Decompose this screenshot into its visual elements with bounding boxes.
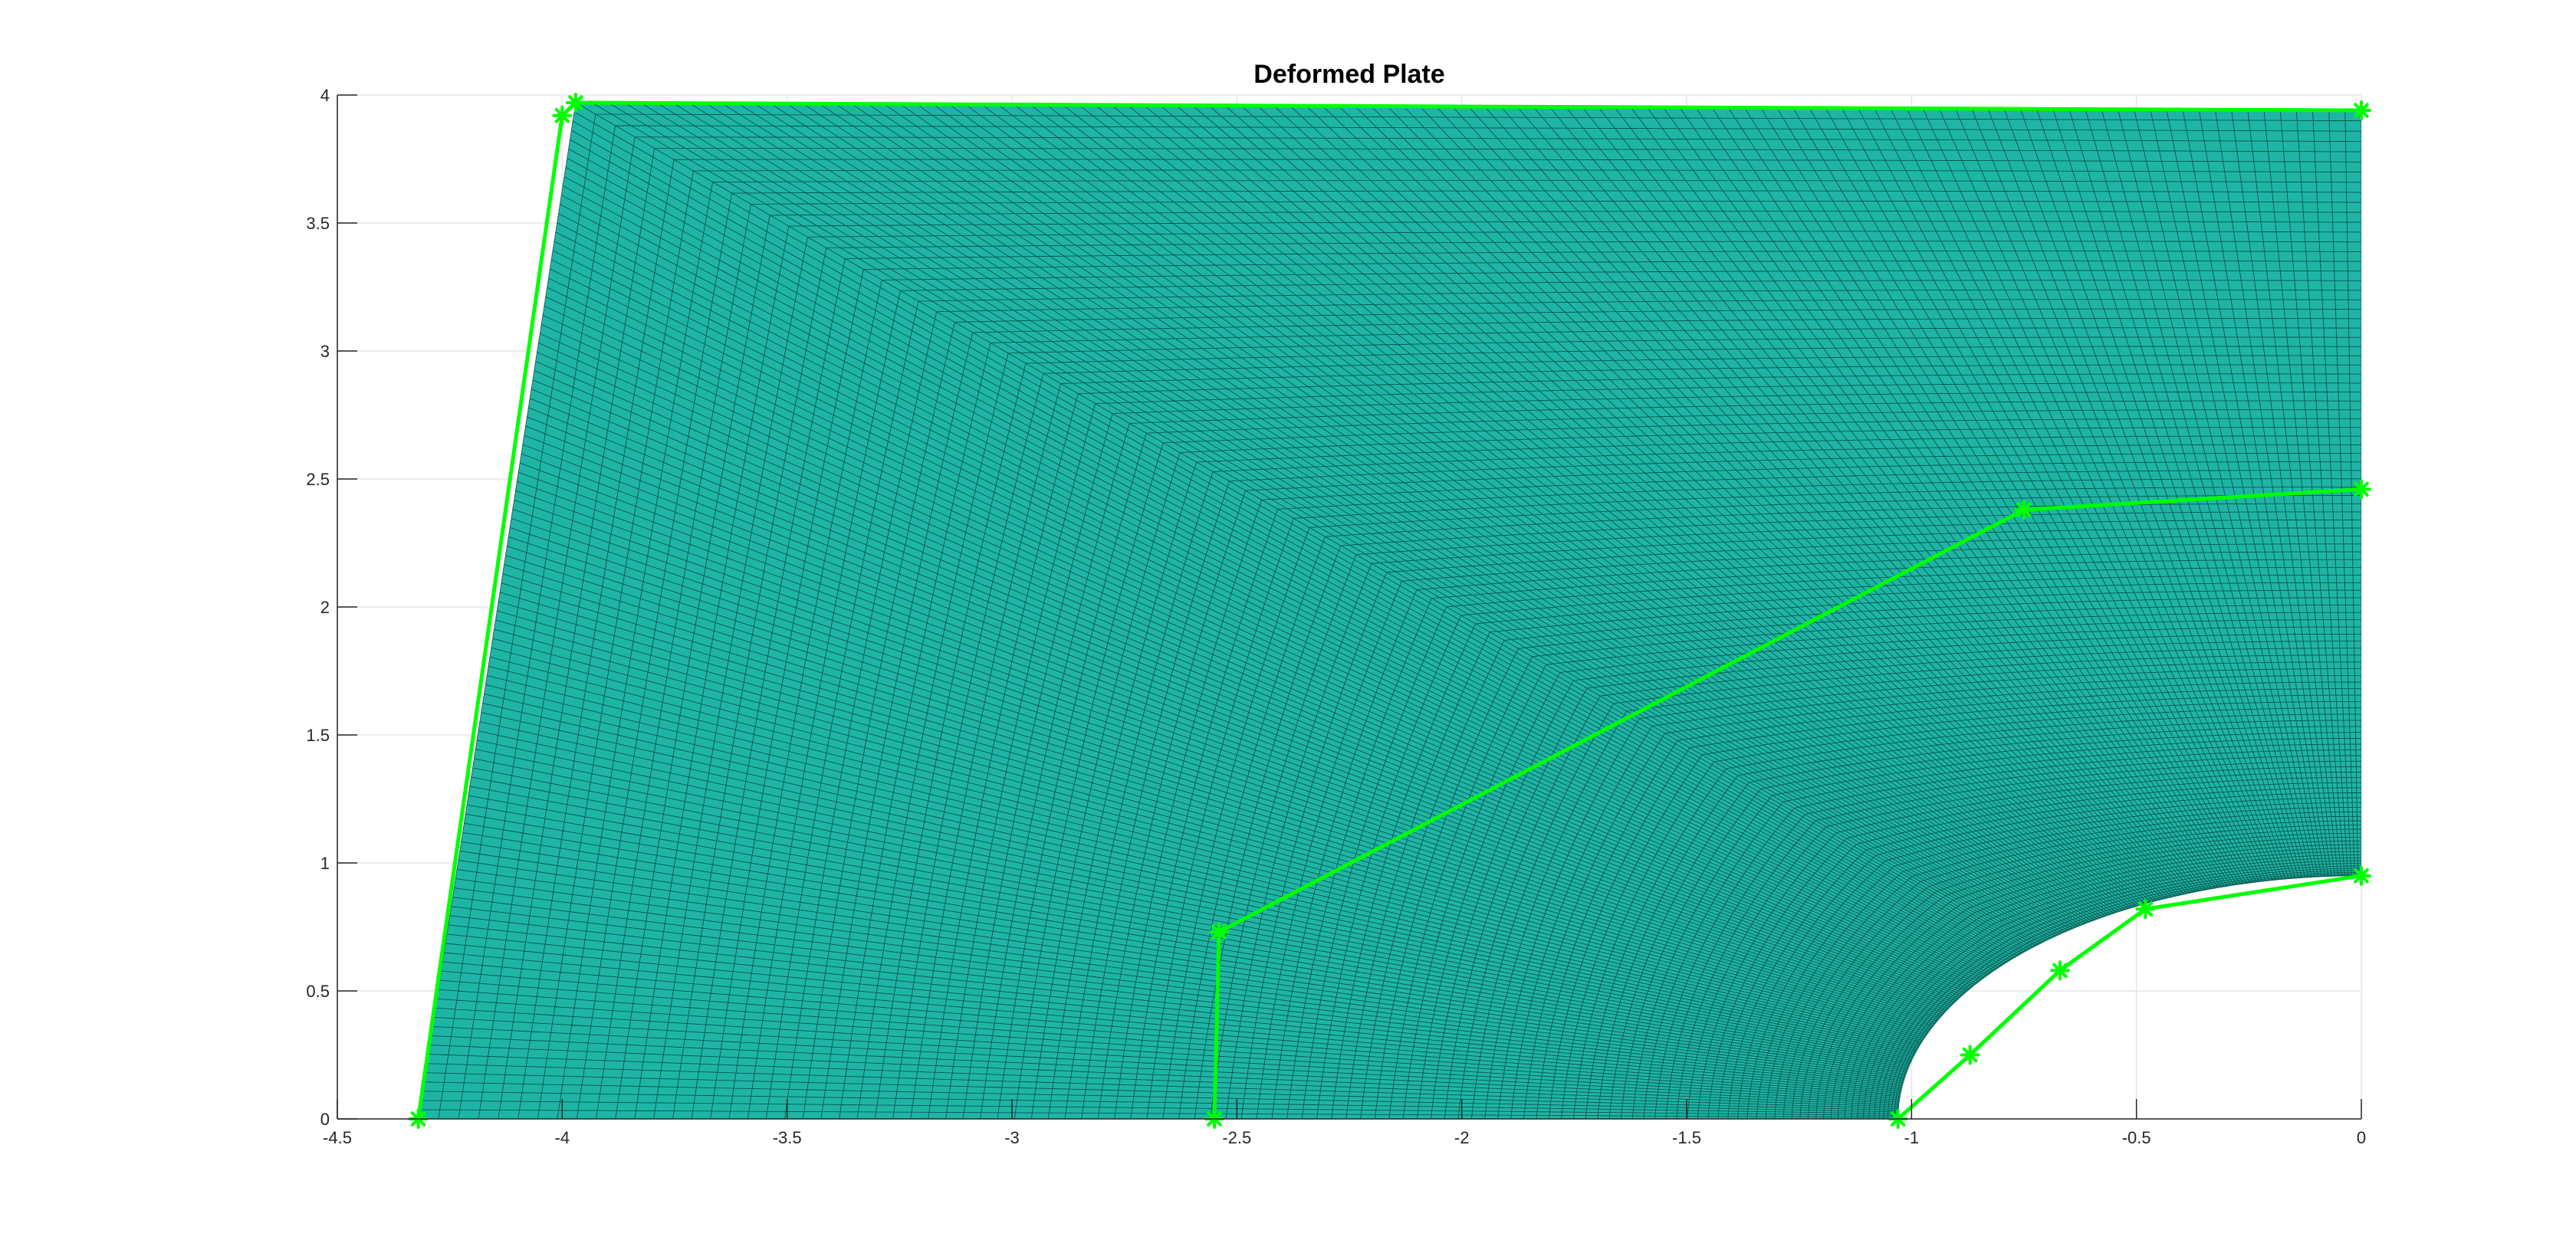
chart-title: Deformed Plate — [1254, 60, 1444, 89]
series-marker-2-3 — [2135, 899, 2156, 920]
x-tick-label-3: -3 — [1004, 1128, 1020, 1147]
x-tick-label-4: -2.5 — [1222, 1128, 1251, 1147]
y-tick-label-5: 2.5 — [306, 470, 330, 489]
series-marker-2-1 — [1960, 1045, 1980, 1065]
series-marker-0-3 — [2351, 100, 2371, 120]
series-marker-1-1 — [1208, 922, 1229, 943]
y-tick-label-3: 1.5 — [306, 726, 330, 745]
y-tick-label-7: 3.5 — [306, 214, 330, 233]
y-tick-label-6: 3 — [320, 342, 330, 361]
series-marker-1-2 — [2014, 500, 2034, 520]
series-marker-0-1 — [552, 105, 573, 126]
series-marker-2-2 — [2049, 960, 2070, 981]
deformed-mesh — [418, 102, 2361, 1119]
x-tick-label-1: -4 — [555, 1128, 570, 1147]
series-marker-1-3 — [2351, 479, 2371, 500]
y-tick-label-0: 0 — [320, 1110, 330, 1129]
series-marker-2-4 — [2351, 865, 2371, 886]
x-tick-label-6: -1.5 — [1672, 1128, 1701, 1147]
mesh-lines — [418, 102, 2361, 1119]
x-tick-label-8: -0.5 — [2122, 1128, 2151, 1147]
x-tick-label-5: -2 — [1454, 1128, 1470, 1147]
x-tick-label-7: -1 — [1904, 1128, 1920, 1147]
series-line-1 — [1212, 487, 2362, 1120]
series-marker-0-2 — [565, 93, 586, 113]
x-tick-label-2: -3.5 — [773, 1128, 802, 1147]
x-tick-label-0: -4.5 — [323, 1128, 352, 1147]
x-axis-ticks: -4.5 -4 -3.5 -3 -2.5 -2 -1.5 -1 -0.5 0 — [323, 1099, 2366, 1147]
x-tick-label-9: 0 — [2357, 1128, 2366, 1147]
y-tick-label-2: 1 — [320, 854, 330, 873]
y-tick-label-4: 2 — [320, 598, 330, 617]
y-tick-label-8: 4 — [320, 86, 330, 105]
y-axis-ticks: 0 0.5 1 1.5 2 2.5 3 3.5 4 — [306, 86, 357, 1129]
y-tick-label-1: 0.5 — [306, 982, 330, 1001]
